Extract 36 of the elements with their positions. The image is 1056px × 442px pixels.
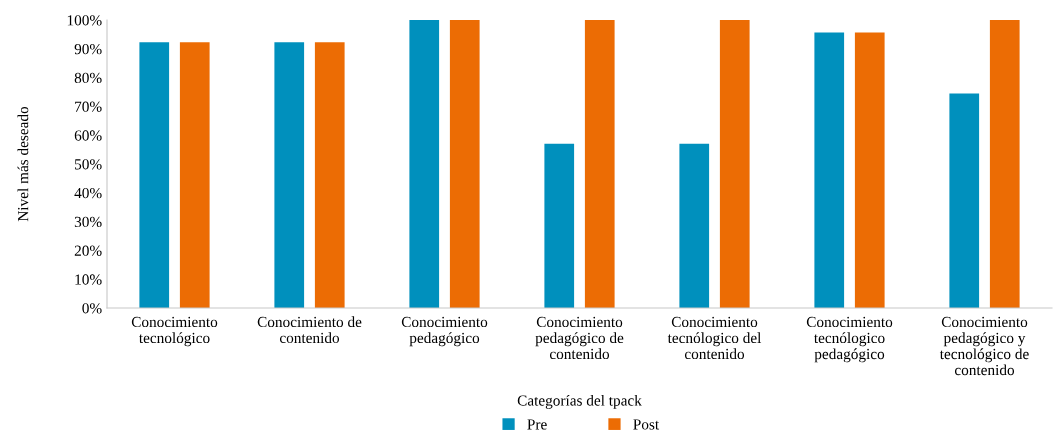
legend-label: Post xyxy=(633,419,660,430)
y-tick-label: 100% xyxy=(67,15,102,26)
y-axis-title: Nivel más deseado xyxy=(17,106,29,222)
x-tick-label: Conocimiento pedagógico de contenido xyxy=(535,316,624,360)
y-tick-label: 60% xyxy=(74,130,102,141)
bar xyxy=(854,32,885,308)
bar xyxy=(584,20,615,308)
y-tick-label: 0% xyxy=(82,303,102,314)
bar xyxy=(679,143,710,308)
x-axis-title: Categorías del tpack xyxy=(517,394,642,409)
legend-label: Pre xyxy=(527,419,547,430)
bar xyxy=(179,42,210,308)
bar xyxy=(719,20,750,308)
x-tick-label: Conocimiento pedagógico y tecnológico de contenido xyxy=(939,316,1029,376)
y-tick-label: 20% xyxy=(74,245,102,256)
bar xyxy=(814,32,845,308)
x-tick-label: Conocimiento pedagógico xyxy=(401,316,488,347)
y-tick-label: 70% xyxy=(75,101,102,112)
bar xyxy=(139,42,170,308)
bar xyxy=(949,93,980,308)
bar xyxy=(544,143,575,308)
y-tick-label: 10% xyxy=(75,274,102,285)
bar xyxy=(989,20,1020,308)
bar xyxy=(274,42,305,308)
x-tick-label: Conocimiento tecnólogico pedagógico xyxy=(806,316,893,363)
bar xyxy=(449,20,480,308)
y-tick-label: 50% xyxy=(75,159,102,170)
bar xyxy=(409,20,440,308)
y-tick-label: 40% xyxy=(74,187,102,199)
y-tick-label: 30% xyxy=(74,216,102,228)
bar xyxy=(314,42,345,308)
y-tick-label: 80% xyxy=(74,72,102,84)
x-tick-label: Conocimiento tecnológico xyxy=(131,316,218,347)
y-tick-label: 90% xyxy=(74,43,102,55)
x-tick-label: Conocimiento tecnólogico del contenido xyxy=(667,316,762,360)
x-tick-label: Conocimiento de contenido xyxy=(257,316,362,344)
